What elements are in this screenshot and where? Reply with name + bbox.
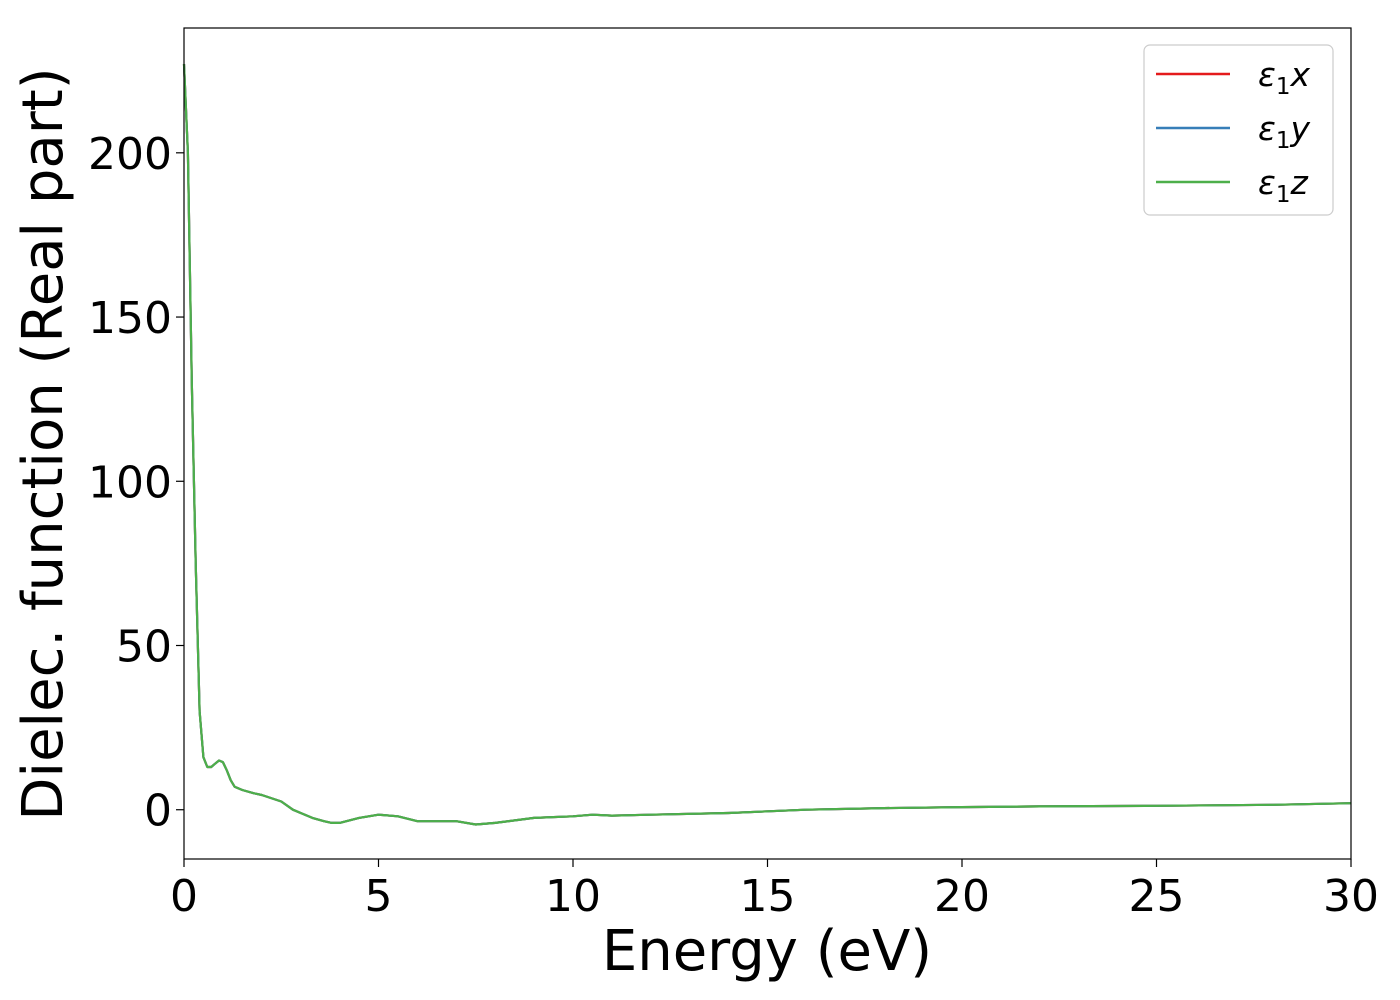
x-tick-label: 0 xyxy=(170,871,198,922)
legend-label-z: ε1z xyxy=(1258,163,1308,208)
x-tick-label: 20 xyxy=(934,871,990,922)
legend-label-x: ε1x xyxy=(1258,55,1310,100)
x-tick-label: 25 xyxy=(1129,871,1185,922)
x-tick-label: 30 xyxy=(1323,871,1379,922)
legend: ε1x ε1y ε1z xyxy=(1143,44,1334,216)
x-axis: 0 5 10 15 20 25 30 xyxy=(170,859,1379,922)
series-layer xyxy=(182,64,1352,826)
y-tick-label: 150 xyxy=(88,293,172,344)
y-tick-label: 100 xyxy=(88,457,172,508)
y-axis: 0 50 100 150 200 xyxy=(88,129,184,837)
y-axis-title: Dielec. function (Real part) xyxy=(11,67,76,820)
series-line-z xyxy=(182,64,1352,826)
legend-frame xyxy=(1143,44,1334,216)
x-tick-label: 5 xyxy=(365,871,393,922)
y-tick-label: 0 xyxy=(144,786,172,837)
x-tick-label: 15 xyxy=(740,871,796,922)
y-tick-label: 50 xyxy=(116,622,172,673)
x-tick-label: 10 xyxy=(545,871,601,922)
x-axis-title: Energy (eV) xyxy=(602,919,932,984)
legend-label-y: ε1y xyxy=(1258,109,1310,154)
y-tick-label: 200 xyxy=(88,129,172,180)
